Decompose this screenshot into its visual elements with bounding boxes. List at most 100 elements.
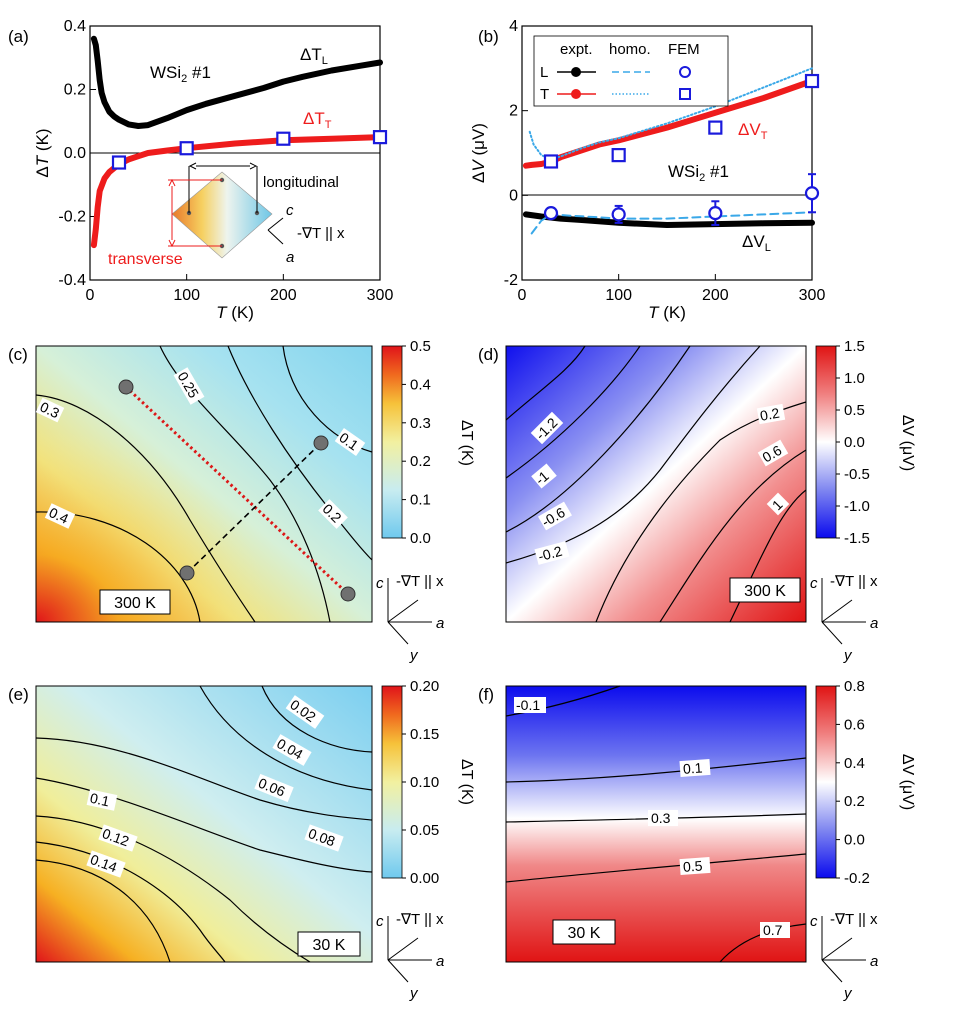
x-tick-label: 100 (173, 287, 200, 304)
panel-a-xlabel: T (K) (216, 303, 254, 322)
colorbar-tick-label: 0.20 (410, 678, 439, 695)
legend-T-fem-marker (679, 88, 691, 100)
colorbar-tick-label: -0.2 (844, 870, 870, 887)
colorbar-tick-label: 0.6 (844, 716, 865, 733)
series--t-t-line (90, 134, 383, 249)
y-tick-label: 0.2 (64, 82, 86, 99)
panel-a-line-chart: 0 100 200 300 -0.4 -0.2 0.0 0.2 0.4 ΔT (K) T (K)… (33, 18, 393, 322)
panel-c-contact-2 (340, 586, 356, 602)
series--v-t-fem-point (611, 148, 626, 163)
panel-a-label-dTL: ΔTL (300, 45, 328, 67)
y-tick-label: -2 (504, 272, 518, 289)
panel-c-temp-label: 300 K (114, 595, 156, 612)
gradient-label: -∇T || x (830, 573, 878, 590)
contour-d-0.6 (659, 449, 807, 623)
panel-f-heatmap: -0.1 0.1 0.3 0.5 0.7 30 K -0.2 0.0 0.2 0.4 0… (505, 678, 916, 963)
panel-label-a: (a) (8, 27, 29, 46)
contour-label-f-0.7: 0.7 (763, 922, 783, 938)
inset-axis-a (267, 229, 284, 245)
contour-f--0.1 (505, 685, 621, 717)
gradient-label: -∇T || x (396, 573, 444, 590)
label-bg (304, 824, 344, 852)
colorbar-tick-label: -0.5 (844, 466, 870, 483)
label-bg (285, 695, 325, 729)
panel-f-colorbar-label: ΔV (μV) (899, 754, 916, 810)
label-bg (766, 492, 790, 516)
inset-longitudinal-bracket (188, 165, 258, 213)
contour-e-0.1 (35, 815, 311, 963)
label-bg (530, 411, 564, 445)
panel-c-hot-corner (36, 346, 372, 622)
label-bg (318, 499, 348, 529)
contour-label-f-0.1: 0.1 (682, 759, 703, 776)
axis-y-line (821, 621, 843, 645)
axis-x-line (387, 599, 419, 623)
colorbar-tick-label: 0.1 (410, 492, 431, 509)
panel-d-frame (505, 345, 807, 623)
contour-e-0.12 (35, 841, 226, 963)
colorbar-tick-label: 0.5 (410, 338, 431, 355)
legend-row-L: L (540, 64, 548, 81)
colorbar-tick-label: 1.0 (844, 370, 865, 387)
label-bg (254, 773, 294, 803)
colorbar-tick-label: 0.10 (410, 774, 439, 791)
colorbar-tick-label: 1.5 (844, 338, 865, 355)
label-bg (334, 427, 366, 457)
label-bg (514, 697, 546, 713)
panel-c-frame (35, 345, 373, 623)
axis-x-line (387, 937, 419, 961)
y-tick-label: -0.2 (58, 209, 86, 226)
panel-c-transverse-path (124, 385, 350, 596)
panel-label-d: (d) (478, 345, 499, 364)
panel-f-temp-box (552, 919, 616, 945)
series--v-t-expt--line (522, 78, 815, 169)
label-bg (760, 922, 790, 938)
inset-longitudinal-label: longitudinal (263, 174, 339, 191)
legend-L-expt-marker (571, 67, 581, 77)
label-bg (679, 856, 711, 876)
y-tick-label: 0 (509, 187, 518, 204)
axis-y-line (821, 959, 843, 983)
series--v-t-fem-point (708, 120, 723, 135)
label-bg (86, 789, 118, 811)
contour-c-0.2 (227, 345, 373, 561)
x-tick-label: 0 (518, 287, 527, 304)
legend-header-fem: FEM (668, 41, 700, 58)
panel-f-temp-label: 30 K (568, 925, 601, 942)
axis-x-line (821, 937, 853, 961)
series--v-l-fem-point (611, 207, 626, 222)
series--t-l-line (90, 35, 383, 129)
x-tick-label: 300 (799, 287, 826, 304)
contour-e-0.04 (199, 685, 373, 791)
colorbar-tick-label: 0.05 (410, 822, 439, 839)
y-tick-label: 0.0 (64, 145, 86, 162)
colorbar-tick-label: 0.0 (410, 530, 431, 547)
panel-a-sample-label: WSi2 #1 (150, 63, 211, 85)
inset-gradient-label: -∇T || x (297, 225, 345, 242)
colorbar-tick-label: 0.2 (844, 793, 865, 810)
panel-c-heatmap: 0.3 0.25 0.1 0.2 0.4 300 K 0.00.10.20.30… (35, 338, 475, 623)
y-tick-label: -0.4 (58, 272, 86, 289)
panel-e-temp-label: 30 K (313, 937, 346, 954)
panel-a-label-dTT: ΔTT (303, 109, 332, 131)
panel-e-map (36, 686, 372, 962)
inset-longitudinal-arrow-right (249, 162, 258, 170)
panel-c-contact-4 (313, 435, 329, 451)
panel-c-contact-3 (179, 565, 195, 581)
panel-label-f: (f) (478, 685, 494, 704)
contour-label-c-0.4: 0.4 (47, 504, 72, 527)
x-tick-label: 0 (86, 287, 95, 304)
contour-d--0.6 (505, 345, 691, 533)
inset-longitudinal-arrow-left (188, 162, 197, 170)
series--v-t-fem-point (804, 73, 820, 89)
label-bg (757, 439, 789, 467)
colorbar-tick-label: 0.0 (844, 832, 865, 849)
contour-label-f-0.3: 0.3 (651, 810, 671, 826)
axis-c-label: c (810, 575, 818, 592)
y-tick-label: 2 (509, 103, 518, 120)
label-bg (35, 397, 65, 423)
colorbar-tick-label: 0.4 (844, 755, 865, 772)
label-bg (44, 503, 76, 529)
panel-f-contour-labels: -0.1 0.1 0.3 0.5 0.7 (514, 697, 790, 938)
